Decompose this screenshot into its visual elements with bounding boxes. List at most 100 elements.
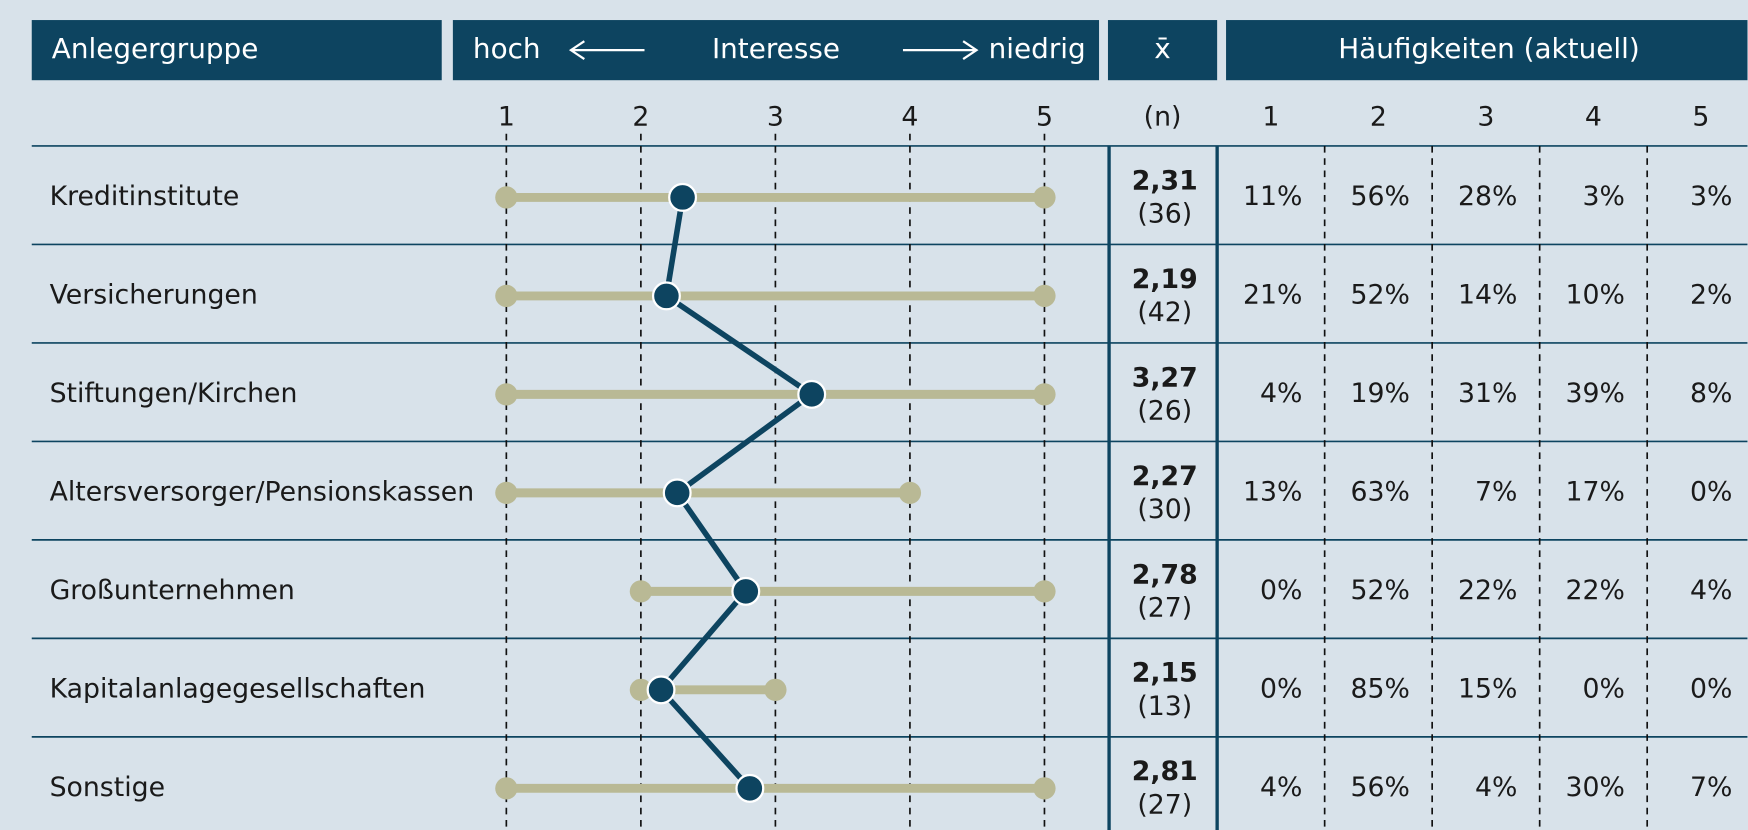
share-label: 10% <box>1566 279 1625 310</box>
freq-column-label: 1 <box>1262 102 1279 133</box>
mean-label: 2,27 <box>1132 461 1198 492</box>
header-high: hoch <box>473 32 541 65</box>
range-max <box>1033 777 1056 800</box>
scale-tick-label: 4 <box>901 102 918 133</box>
row-label: Versicherungen <box>50 279 258 310</box>
share-label: 0% <box>1260 673 1302 704</box>
share-label: 30% <box>1566 772 1625 803</box>
range-min <box>495 481 518 505</box>
header-frequencies: Häufigkeiten (aktuell) <box>1338 32 1639 65</box>
mean-dot <box>735 773 765 803</box>
mean-label: 3,27 <box>1132 362 1198 393</box>
n-label: (27) <box>1137 593 1192 624</box>
share-label: 22% <box>1566 575 1625 606</box>
scale-tick-label: 1 <box>498 102 515 133</box>
share-label: 52% <box>1350 575 1409 606</box>
header-interest: Interesse <box>712 32 840 65</box>
mean-dot <box>662 478 692 508</box>
freq-column-label: 4 <box>1585 102 1602 133</box>
row-label: Kapitalanlagegesellschaften <box>50 673 426 704</box>
share-label: 4% <box>1260 378 1302 409</box>
range-min <box>495 383 518 406</box>
scale-tick-label: 3 <box>767 102 784 133</box>
row-label: Kreditinstitute <box>50 181 240 212</box>
share-label: 28% <box>1458 181 1517 212</box>
scale-tick-label: 2 <box>632 102 649 133</box>
header-box <box>31 20 442 81</box>
share-label: 0% <box>1260 575 1302 606</box>
share-label: 31% <box>1458 378 1517 409</box>
n-label: (36) <box>1137 199 1192 230</box>
share-label: 85% <box>1350 673 1409 704</box>
range-max <box>1033 580 1056 603</box>
share-label: 14% <box>1458 279 1517 310</box>
header-mean: x̄ <box>1154 32 1170 65</box>
freq-column-label: 3 <box>1477 102 1494 133</box>
n-header: (n) <box>1144 102 1182 133</box>
row-label: Stiftungen/Kirchen <box>50 378 298 409</box>
freq-column-label: 5 <box>1692 102 1709 133</box>
share-label: 22% <box>1458 575 1517 606</box>
share-label: 4% <box>1475 772 1517 803</box>
header-box <box>1226 20 1748 81</box>
share-label: 11% <box>1243 181 1302 212</box>
arrows <box>568 40 979 60</box>
mean-label: 2,81 <box>1132 756 1198 787</box>
share-label: 15% <box>1458 673 1517 704</box>
range-max <box>1033 383 1056 406</box>
share-label: 19% <box>1350 378 1409 409</box>
share-label: 39% <box>1566 378 1625 409</box>
share-label: 56% <box>1350 181 1409 212</box>
mean-label: 2,31 <box>1132 165 1198 196</box>
range-min <box>629 580 653 603</box>
mean-dot <box>668 182 698 212</box>
freq-column-label: 2 <box>1370 102 1387 133</box>
share-label: 0% <box>1690 476 1732 507</box>
share-label: 8% <box>1690 378 1732 409</box>
share-label: 13% <box>1243 476 1302 507</box>
n-label: (13) <box>1137 691 1192 722</box>
share-label: 3% <box>1583 181 1625 212</box>
row-label: Altersversorger/Pensionskassen <box>50 476 475 507</box>
row-label: Sonstige <box>50 772 165 803</box>
share-label: 52% <box>1350 279 1409 310</box>
mean-dot <box>797 379 827 409</box>
share-label: 56% <box>1350 772 1409 803</box>
share-label: 0% <box>1690 673 1732 704</box>
n-label: (30) <box>1137 494 1192 525</box>
mean-label: 2,78 <box>1132 559 1198 590</box>
range-max <box>898 481 922 505</box>
range-min <box>495 777 518 800</box>
share-label: 63% <box>1350 476 1409 507</box>
range-max <box>1033 284 1056 308</box>
share-label: 2% <box>1690 279 1732 310</box>
n-label: (26) <box>1137 396 1192 427</box>
mean-dot <box>646 675 676 705</box>
row-label: Großunternehmen <box>50 575 295 606</box>
header-box <box>452 20 1100 81</box>
share-label: 7% <box>1475 476 1517 507</box>
range-max <box>764 678 787 701</box>
share-label: 7% <box>1690 772 1732 803</box>
header-group: Anlegergruppe <box>52 32 259 65</box>
n-label: (42) <box>1137 297 1192 328</box>
share-label: 17% <box>1566 476 1625 507</box>
header-box <box>1107 20 1218 81</box>
scale-tick-label: 5 <box>1036 102 1053 133</box>
mean-label: 2,15 <box>1132 658 1198 689</box>
share-label: 21% <box>1243 279 1302 310</box>
mean-label: 2,19 <box>1132 264 1198 295</box>
range-max <box>1033 186 1056 209</box>
header-low: niedrig <box>989 32 1086 65</box>
range-min <box>495 284 518 308</box>
mean-dot <box>651 281 681 311</box>
range-min <box>495 186 518 209</box>
range-min <box>629 678 653 701</box>
share-label: 0% <box>1583 673 1625 704</box>
n-label: (27) <box>1137 790 1192 821</box>
share-label: 4% <box>1260 772 1302 803</box>
share-label: 3% <box>1690 181 1732 212</box>
share-label: 4% <box>1690 575 1732 606</box>
